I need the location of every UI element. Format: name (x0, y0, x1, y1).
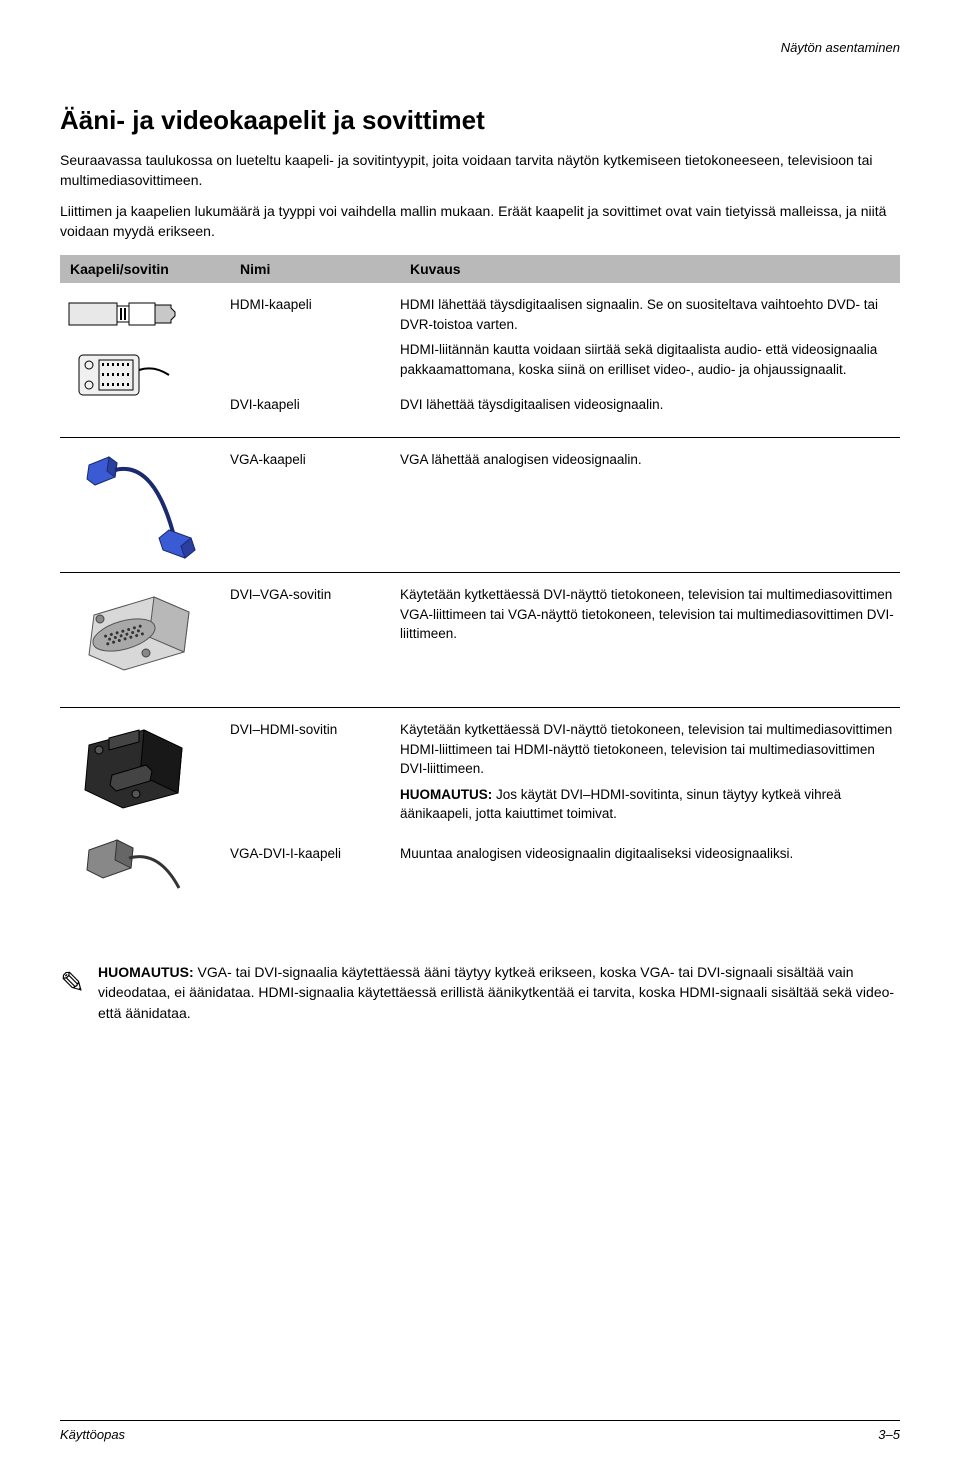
dvi-hdmi-name: DVI–HDMI-sovitin (230, 720, 400, 830)
intro-paragraph-1: Seuraavassa taulukossa on lueteltu kaape… (60, 150, 900, 191)
bottom-note: ✎ HUOMAUTUS: VGA- tai DVI-signaalia käyt… (60, 962, 900, 1023)
bottom-note-label: HUOMAUTUS: (98, 964, 194, 980)
vga-cable-icon (64, 450, 214, 560)
table-header-col2: Nimi (240, 261, 410, 277)
note-icon: ✎ (60, 962, 98, 1023)
bottom-note-body: VGA- tai DVI-signaalia käytettäessä ääni… (98, 964, 894, 1021)
table-row: HDMI-kaapeli HDMI lähettää täysdigitaali… (60, 283, 900, 438)
vga-desc: VGA lähettää analogisen videosignaalin. (400, 450, 900, 560)
dvi-hdmi-icon-cell (60, 720, 230, 900)
vga-dvi-i-desc: Muuntaa analogisen videosignaalin digita… (400, 844, 900, 864)
intro-paragraph-2: Liittimen ja kaapelien lukumäärä ja tyyp… (60, 201, 900, 242)
hdmi-desc-p1: HDMI lähettää täysdigitaalisen signaalin… (400, 295, 900, 334)
hdmi-name: HDMI-kaapeli (230, 295, 400, 385)
table-row: DVI–HDMI-sovitin Käytetään kytkettäessä … (60, 708, 900, 912)
vga-dvi-i-name: VGA-DVI-I-kaapeli (230, 844, 400, 864)
table-header-row: Kaapeli/sovitin Nimi Kuvaus (60, 255, 900, 283)
bottom-note-text: HUOMAUTUS: VGA- tai DVI-signaalia käytet… (98, 962, 900, 1023)
dvi-hdmi-desc: Käytetään kytkettäessä DVI-näyttö tietok… (400, 720, 900, 830)
dvi-vga-icon-cell (60, 585, 230, 695)
hdmi-desc-p2: HDMI-liitännän kautta voidaan siirtää se… (400, 340, 900, 379)
dvi-hdmi-note-label: HUOMAUTUS: (400, 787, 492, 802)
hdmi-desc: HDMI lähettää täysdigitaalisen signaalin… (400, 295, 900, 385)
dvi-name: DVI-kaapeli (230, 395, 400, 415)
dvi-vga-desc: Käytetään kytkettäessä DVI-näyttö tietok… (400, 585, 900, 695)
table-header-col3: Kuvaus (410, 261, 890, 277)
footer-page-number: 3–5 (878, 1427, 900, 1442)
hdmi-dvi-icon-cell (60, 295, 230, 425)
dvi-hdmi-desc-p: Käytetään kytkettäessä DVI-näyttö tietok… (400, 720, 900, 779)
table-header-col1: Kaapeli/sovitin (70, 261, 240, 277)
table-row: DVI–VGA-sovitin Käytetään kytkettäessä D… (60, 573, 900, 708)
footer-left: Käyttöopas (60, 1427, 125, 1442)
hdmi-cable-icon (64, 295, 214, 425)
dvi-hdmi-adapter-icon (64, 720, 214, 900)
dvi-desc: DVI lähettää täysdigitaalisen videosigna… (400, 395, 900, 415)
page-title: Ääni- ja videokaapelit ja sovittimet (60, 105, 900, 136)
dvi-hdmi-note: HUOMAUTUS: Jos käytät DVI–HDMI-sovitinta… (400, 785, 900, 824)
dvi-vga-adapter-icon (64, 585, 214, 695)
vga-icon-cell (60, 450, 230, 560)
page-footer: Käyttöopas 3–5 (60, 1420, 900, 1442)
table-row: VGA-kaapeli VGA lähettää analogisen vide… (60, 438, 900, 573)
section-header: Näytön asentaminen (60, 40, 900, 55)
dvi-vga-name: DVI–VGA-sovitin (230, 585, 400, 695)
vga-name: VGA-kaapeli (230, 450, 400, 560)
